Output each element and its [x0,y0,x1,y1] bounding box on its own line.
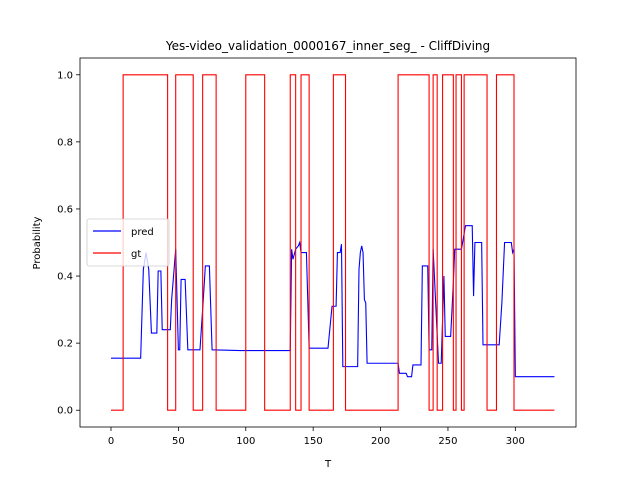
y-tick-label: 1.0 [57,70,73,81]
y-tick-label: 0.0 [57,406,73,417]
series-line-gt [111,74,555,411]
x-tick-label: 50 [172,436,185,447]
y-axis-label: Probability [32,216,43,269]
legend: pred gt [86,218,170,267]
x-tick-label: 0 [108,436,114,447]
y-tick-label: 0.4 [57,272,73,283]
chart-title: Yes-video_validation_0000167_inner_seg_ … [165,39,490,53]
series-layer [111,74,555,411]
x-tick-label: 250 [438,436,457,447]
y-tick-label: 0.2 [57,339,73,350]
x-tick-label: 100 [236,436,255,447]
plot-frame [79,57,577,428]
x-tick-label: 200 [371,436,390,447]
x-tick-label: 150 [304,436,323,447]
x-axis: 0 50 100 150 200 250 300 [108,427,525,447]
legend-label-gt: gt [131,249,141,260]
x-tick-label: 300 [506,436,525,447]
legend-box [86,218,170,267]
series-line-pred [111,225,555,378]
y-tick-label: 0.6 [57,204,73,215]
y-axis: 0.0 0.2 0.4 0.6 0.8 1.0 [57,70,80,417]
legend-label-pred: pred [131,227,154,238]
y-tick-label: 0.8 [57,137,73,148]
x-axis-label: T [324,459,332,470]
